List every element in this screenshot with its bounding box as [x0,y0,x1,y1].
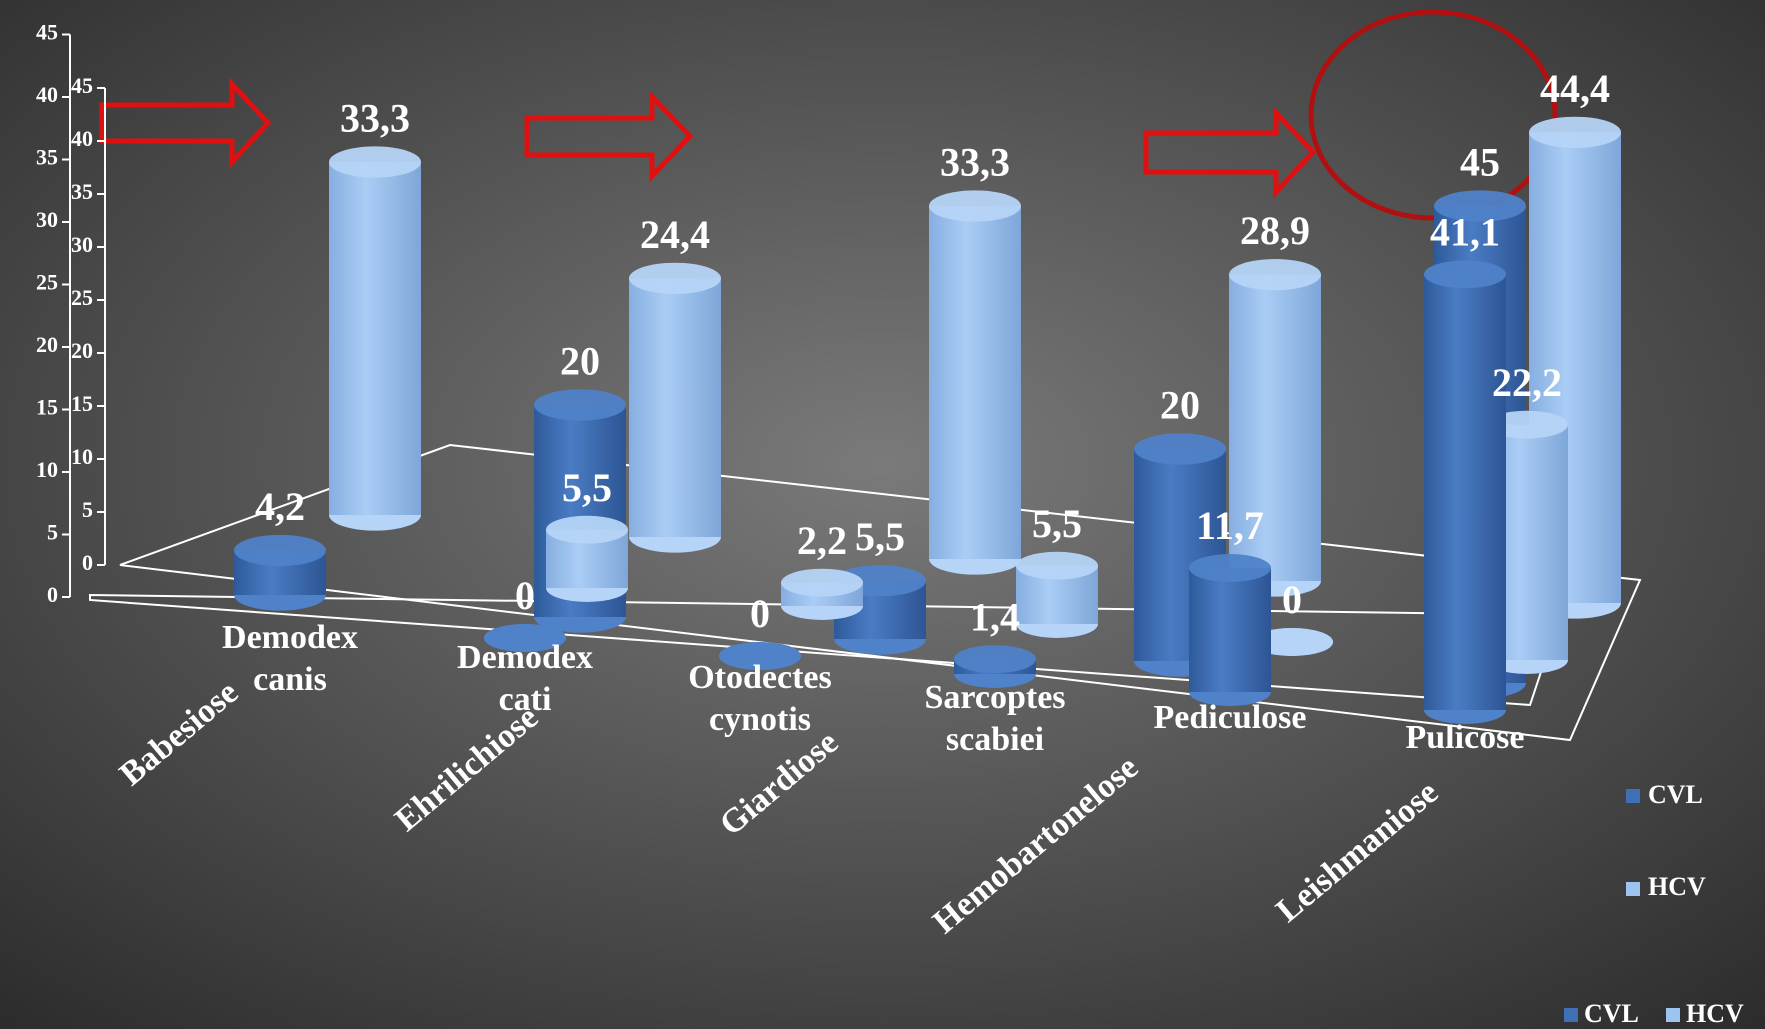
cylinder [954,645,1036,688]
bar [929,206,1021,559]
value-label: 5,5 [1032,501,1082,546]
value-label: 20 [1160,383,1200,428]
y-tick-label: 20 [71,338,93,363]
cylinder-top [1424,260,1506,289]
value-label: 33,3 [340,96,410,141]
value-label: 4,2 [255,484,305,529]
cylinder [719,642,801,670]
cylinder-top [1434,190,1526,222]
x-tick-label: Demodex cati [457,639,593,718]
annotations [99,9,1558,221]
cylinder-top [546,515,628,544]
bar [1229,274,1321,581]
value-label: 20 [560,339,600,384]
cylinder [1189,554,1271,706]
cylinder [1016,551,1098,638]
y-tick-label: 40 [36,82,58,107]
bar [1189,567,1271,692]
legend-label: HCV [1648,872,1706,901]
cylinder-top [629,262,721,294]
y-tick-label: 5 [82,497,93,522]
value-label: 22,2 [1492,360,1562,405]
y-tick-label: 40 [71,126,93,151]
cylinder-top [1016,551,1098,580]
cylinder-top [719,642,801,670]
legend: CVL HCV [1626,780,1706,901]
legend-label: CVL [1648,780,1703,809]
value-label: 28,9 [1240,208,1310,253]
y-tick-label: 35 [36,145,58,170]
y-tick-label: 30 [36,207,58,232]
value-label: 5,5 [855,514,905,559]
y-tick-label: 10 [36,457,58,482]
legend: CVL HCV [1564,999,1744,1028]
y-tick-label: 25 [36,270,58,295]
y-tick-label: 25 [71,285,93,310]
x-tick-label: Sarcoptes scabiei [924,679,1065,758]
cylinder-top [1486,410,1568,439]
legend-label: CVL [1584,999,1639,1028]
cylinder-top [1529,116,1621,148]
cylinder-top [929,190,1021,222]
cylinder-top [329,146,421,178]
legend-swatch [1564,1008,1578,1022]
y-tick-label: 30 [71,232,93,257]
y-tick-label: 20 [36,332,58,357]
legend-swatch [1626,882,1640,896]
cylinder-top [534,389,626,421]
value-label: 41,1 [1430,210,1500,255]
cylinder [234,534,326,611]
y-tick-label: 10 [71,444,93,469]
bar [329,162,421,515]
value-label: 0 [1282,577,1302,622]
value-label: 24,4 [640,212,710,257]
value-label: 0 [750,591,770,636]
legend-label: HCV [1686,999,1744,1028]
cylinder [484,624,566,652]
value-label: 5,5 [562,465,612,510]
y-tick-label: 0 [47,582,58,607]
cylinder-top [1189,554,1271,582]
y-tick-label: 35 [71,179,93,204]
cylinder-top [484,624,566,652]
value-label: 44,4 [1540,66,1610,111]
cylinder-top [1134,433,1226,465]
bars [234,116,1621,724]
y-tick-label: 45 [71,73,93,98]
x-tick-label: Pediculose [1154,699,1307,736]
cylinder [781,568,863,620]
cylinder [629,262,721,553]
y-tick-label: 15 [36,395,58,420]
cylinder-top [781,568,863,597]
bar [629,278,721,537]
value-label: 33,3 [940,140,1010,185]
value-label: 45 [1460,140,1500,185]
legend-swatch [1666,1008,1680,1022]
value-label: 2,2 [797,518,847,563]
cylinder-top [234,534,326,567]
cylinder [1251,628,1333,656]
y-tick-label: 0 [82,550,93,575]
x-tick-label: Otodectes cynotis [688,659,832,738]
x-tick-label: Demodex canis [222,619,358,698]
cylinder [929,190,1021,575]
cylinder [546,515,628,602]
cylinder [1424,260,1506,724]
y-tick-label: 45 [36,20,58,45]
cylinder-top [954,645,1036,674]
cylinder [329,146,421,531]
x-tick-label: Pulicose [1406,719,1525,756]
value-label: 11,7 [1196,503,1264,548]
y-tick-label: 15 [71,391,93,416]
cylinder-top [1229,259,1321,291]
value-label: 0 [515,573,535,618]
value-label: 1,4 [970,594,1020,639]
cylinder-top [1251,628,1333,656]
y-tick-label: 5 [47,520,58,545]
bar [1424,274,1506,710]
legend-swatch [1626,789,1640,803]
